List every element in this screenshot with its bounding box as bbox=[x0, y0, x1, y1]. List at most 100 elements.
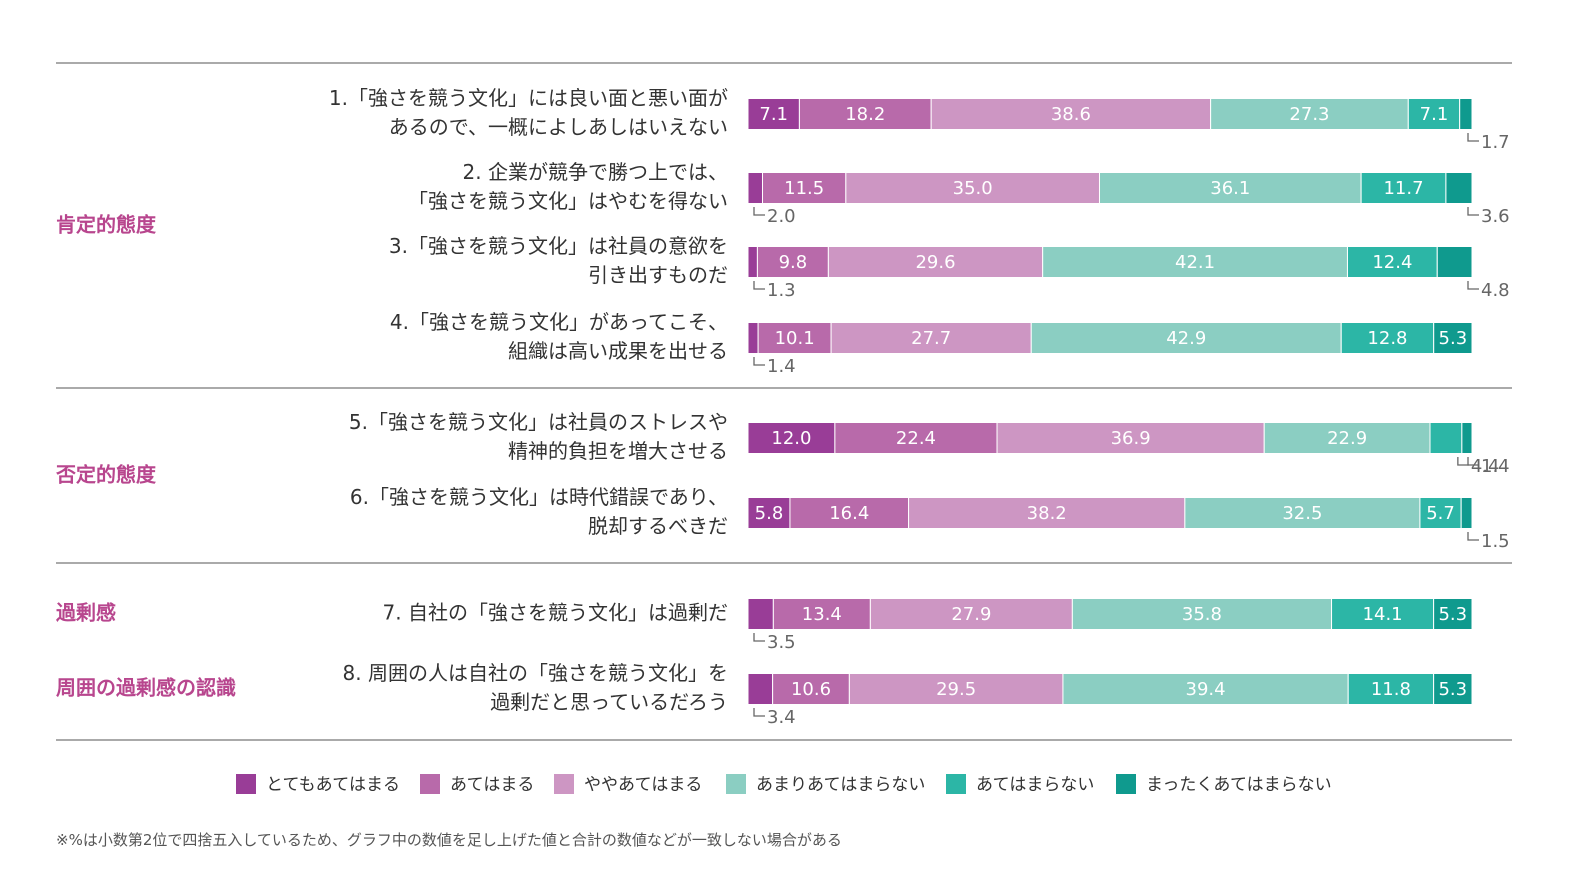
bar-segment bbox=[834, 422, 998, 454]
bar-segment bbox=[1263, 422, 1431, 454]
bar-segment bbox=[1042, 246, 1348, 278]
data-label: 42.1 bbox=[1175, 252, 1215, 273]
row-label: 3.「強さを競う文化」は社員の意欲を bbox=[389, 234, 728, 258]
callout-line bbox=[1467, 532, 1479, 541]
data-label: 3.4 bbox=[767, 707, 796, 728]
legend-swatch bbox=[420, 774, 440, 794]
bar-segment bbox=[1429, 422, 1463, 454]
data-label: 36.1 bbox=[1210, 178, 1250, 199]
row-label: 5.「強さを競う文化」は社員のストレスや bbox=[349, 410, 728, 434]
bar-segment bbox=[772, 673, 850, 705]
bar-segment bbox=[1184, 497, 1421, 529]
callout-line bbox=[753, 708, 765, 717]
row-label: 8. 周囲の人は自社の「強さを競う文化」を bbox=[343, 661, 728, 685]
callout-line bbox=[1467, 281, 1479, 290]
bar-segment bbox=[747, 98, 800, 130]
data-label: 1.4 bbox=[767, 356, 796, 377]
bar-segment bbox=[772, 598, 871, 630]
legend-label: とてもあてはまる bbox=[266, 775, 400, 795]
data-label: 1.7 bbox=[1481, 132, 1510, 153]
data-label: 32.5 bbox=[1282, 503, 1322, 524]
data-label: 27.7 bbox=[911, 328, 951, 349]
group-label: 周囲の過剰感の認識 bbox=[56, 676, 236, 700]
data-label: 5.8 bbox=[755, 503, 784, 524]
bar-segment bbox=[747, 673, 774, 705]
data-label: 16.4 bbox=[829, 503, 869, 524]
data-label: 7.1 bbox=[759, 104, 788, 125]
data-label: 22.9 bbox=[1327, 428, 1367, 449]
data-label: 35.8 bbox=[1182, 604, 1222, 625]
row-label: 過剰だと思っているだろう bbox=[490, 690, 728, 714]
bar-segment bbox=[761, 172, 847, 204]
data-label: 29.5 bbox=[936, 679, 976, 700]
bar-segment bbox=[908, 497, 1186, 529]
bar-segment bbox=[747, 246, 758, 278]
data-label: 1.4 bbox=[1481, 456, 1510, 477]
bar-segment bbox=[848, 673, 1064, 705]
bar-segment bbox=[996, 422, 1265, 454]
bar-segment bbox=[1433, 598, 1473, 630]
data-label: 5.7 bbox=[1426, 503, 1455, 524]
data-label: 38.2 bbox=[1027, 503, 1067, 524]
bar-segment bbox=[1071, 598, 1333, 630]
row-label: 「強さを競う文化」はやむを得ない bbox=[408, 189, 728, 213]
data-label: 4.8 bbox=[1481, 280, 1510, 301]
legend-label: あてはまる bbox=[450, 775, 534, 795]
data-label: 11.7 bbox=[1383, 178, 1423, 199]
data-label: 10.1 bbox=[775, 328, 815, 349]
bar-segment bbox=[1360, 172, 1447, 204]
callout-line bbox=[1457, 457, 1469, 466]
bar-segment bbox=[1459, 98, 1473, 130]
row-label: 6.「強さを競う文化」は時代錯誤であり、 bbox=[350, 485, 728, 509]
callout-line bbox=[1467, 133, 1479, 142]
data-label: 3.6 bbox=[1481, 206, 1510, 227]
data-label: 29.6 bbox=[915, 252, 955, 273]
callout-line bbox=[753, 357, 765, 366]
callout-line bbox=[1467, 457, 1479, 466]
data-label: 4.4 bbox=[1471, 456, 1500, 477]
bar-segment bbox=[798, 98, 932, 130]
callout-line bbox=[1467, 207, 1479, 216]
row-label: 組織は高い成果を出せる bbox=[508, 339, 728, 363]
legend-swatch bbox=[554, 774, 574, 794]
row-label: 2. 企業が競争で勝つ上では、 bbox=[463, 160, 728, 184]
row-label: 引き出すものだ bbox=[588, 263, 728, 287]
data-label: 5.3 bbox=[1439, 328, 1468, 349]
bar-segment bbox=[757, 322, 832, 354]
data-label: 42.9 bbox=[1166, 328, 1206, 349]
group-label: 否定的態度 bbox=[55, 463, 157, 487]
data-label: 12.8 bbox=[1367, 328, 1407, 349]
bar-segment bbox=[1433, 673, 1473, 705]
data-label: 14.1 bbox=[1363, 604, 1403, 625]
callout-line bbox=[753, 281, 765, 290]
row-label: 脱却するべきだ bbox=[588, 514, 728, 538]
row-label: 7. 自社の「強さを競う文化」は過剰だ bbox=[383, 601, 728, 625]
data-label: 9.8 bbox=[779, 252, 808, 273]
data-label: 39.4 bbox=[1186, 679, 1226, 700]
bar-segment bbox=[930, 98, 1212, 130]
data-label: 27.3 bbox=[1289, 104, 1329, 125]
bar-segment bbox=[1436, 246, 1473, 278]
bar-segment bbox=[747, 322, 759, 354]
data-label: 27.9 bbox=[951, 604, 991, 625]
bar-segment bbox=[747, 598, 774, 630]
data-label: 3.5 bbox=[767, 632, 796, 653]
data-label: 38.6 bbox=[1051, 104, 1091, 125]
bar-segment bbox=[1433, 322, 1473, 354]
callout-line bbox=[753, 207, 765, 216]
bar-segment bbox=[1419, 497, 1462, 529]
callout-line bbox=[753, 633, 765, 642]
data-label: 5.3 bbox=[1438, 604, 1467, 625]
row-label: 精神的負担を増大させる bbox=[508, 439, 728, 463]
bar-segment bbox=[1347, 673, 1435, 705]
data-label: 1.5 bbox=[1481, 531, 1510, 552]
data-label: 11.8 bbox=[1371, 679, 1411, 700]
data-label: 12.0 bbox=[771, 428, 811, 449]
bar-segment bbox=[1346, 246, 1438, 278]
data-label: 1.3 bbox=[767, 280, 796, 301]
legend-swatch bbox=[236, 774, 256, 794]
data-label: 22.4 bbox=[896, 428, 936, 449]
bar-segment bbox=[827, 246, 1044, 278]
data-label: 2.0 bbox=[767, 206, 796, 227]
